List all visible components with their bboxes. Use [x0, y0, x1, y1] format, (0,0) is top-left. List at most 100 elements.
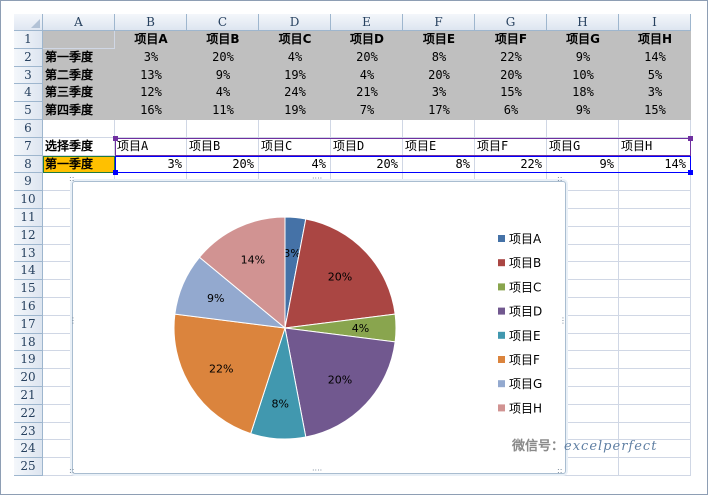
chart-resize-handle-top[interactable]: ····	[312, 174, 323, 183]
chart-value-cell[interactable]: 8%	[403, 155, 475, 174]
column-header-b[interactable]: B	[115, 14, 187, 31]
column-header-h[interactable]: H	[547, 14, 619, 31]
chart-category-cell[interactable]: 项目H	[619, 137, 691, 156]
range-resize-handle[interactable]	[113, 135, 118, 141]
grid-cell[interactable]	[547, 226, 619, 245]
legend-entry[interactable]: 项目E	[509, 329, 541, 343]
row-header-8[interactable]: 8	[14, 155, 43, 174]
grid-cell[interactable]	[619, 369, 691, 387]
table-value-cell[interactable]: 21%	[331, 84, 403, 103]
grid-cell[interactable]	[619, 173, 691, 192]
chart-resize-handle-top-right[interactable]: ::	[557, 174, 563, 183]
row-header-9[interactable]: 9	[14, 173, 43, 192]
chart-value-cell[interactable]: 4%	[259, 155, 331, 174]
row-header-2[interactable]: 2	[14, 48, 43, 67]
table-value-cell[interactable]: 5%	[619, 66, 691, 85]
row-header-17[interactable]: 17	[14, 315, 43, 334]
chart-resize-handle-left[interactable]: ⋮	[69, 316, 77, 325]
table-header-cell[interactable]: 项目H	[619, 31, 691, 49]
table-value-cell[interactable]: 8%	[403, 48, 475, 67]
chart-value-cell[interactable]: 14%	[619, 155, 691, 174]
chart-value-cell[interactable]: 22%	[475, 155, 547, 174]
table-value-cell[interactable]: 3%	[115, 48, 187, 67]
select-quarter-label[interactable]: 选择季度	[43, 137, 115, 156]
grid-cell[interactable]	[475, 120, 547, 138]
table-value-cell[interactable]: 18%	[547, 84, 619, 103]
legend-entry[interactable]: 项目C	[509, 280, 541, 294]
table-value-cell[interactable]: 9%	[547, 48, 619, 67]
row-header-6[interactable]: 6	[14, 120, 43, 138]
grid-cell[interactable]	[619, 440, 691, 459]
column-header-e[interactable]: E	[331, 14, 403, 31]
row-header-21[interactable]: 21	[14, 387, 43, 405]
legend-entry[interactable]: 项目H	[509, 401, 542, 415]
grid-cell[interactable]	[259, 120, 331, 138]
grid-cell[interactable]	[547, 173, 619, 192]
row-header-22[interactable]: 22	[14, 404, 43, 423]
grid-cell[interactable]	[547, 351, 619, 370]
grid-cell[interactable]	[43, 31, 115, 49]
range-resize-handle[interactable]	[688, 135, 693, 141]
row-header-10[interactable]: 10	[14, 191, 43, 209]
grid-cell[interactable]	[403, 120, 475, 138]
row-header-7[interactable]: 7	[14, 137, 43, 156]
legend-entry[interactable]: 项目B	[509, 256, 541, 270]
grid-cell[interactable]	[43, 120, 115, 138]
grid-cell[interactable]	[619, 244, 691, 263]
chart-category-cell[interactable]: 项目A	[115, 137, 187, 156]
grid-cell[interactable]	[115, 120, 187, 138]
table-value-cell[interactable]: 19%	[259, 66, 331, 85]
grid-cell[interactable]	[619, 351, 691, 370]
grid-cell[interactable]	[547, 298, 619, 316]
chart-resize-handle-top-left[interactable]: ::	[69, 174, 75, 183]
chart-category-cell[interactable]: 项目D	[331, 137, 403, 156]
table-value-cell[interactable]: 3%	[619, 84, 691, 103]
range-resize-handle[interactable]	[688, 170, 693, 176]
grid-cell[interactable]	[547, 440, 619, 459]
row-header-25[interactable]: 25	[14, 458, 43, 476]
grid-cell[interactable]	[547, 315, 619, 334]
row-header-3[interactable]: 3	[14, 66, 43, 85]
grid-cell[interactable]	[547, 333, 619, 352]
legend-entry[interactable]: 项目F	[509, 353, 540, 367]
table-value-cell[interactable]: 11%	[187, 102, 259, 120]
grid-cell[interactable]	[619, 120, 691, 138]
chart-resize-handle-bottom-right[interactable]: ::	[557, 466, 563, 475]
chart-value-cell[interactable]: 20%	[331, 155, 403, 174]
table-value-cell[interactable]: 22%	[475, 48, 547, 67]
row-header-13[interactable]: 13	[14, 244, 43, 263]
row-header-11[interactable]: 11	[14, 209, 43, 227]
row-header-12[interactable]: 12	[14, 226, 43, 245]
column-header-d[interactable]: D	[259, 14, 331, 31]
column-header-i[interactable]: I	[619, 14, 691, 31]
chart-value-cell[interactable]: 3%	[115, 155, 187, 174]
selected-quarter-cell[interactable]: 第一季度	[43, 155, 115, 174]
table-value-cell[interactable]: 12%	[115, 84, 187, 103]
table-header-cell[interactable]: 项目C	[259, 31, 331, 49]
row-header-14[interactable]: 14	[14, 262, 43, 281]
chart-value-cell[interactable]: 20%	[187, 155, 259, 174]
table-value-cell[interactable]: 4%	[187, 84, 259, 103]
row-header-15[interactable]: 15	[14, 280, 43, 298]
chart-resize-handle-bottom[interactable]: ····	[312, 466, 323, 475]
table-value-cell[interactable]: 13%	[115, 66, 187, 85]
column-header-c[interactable]: C	[187, 14, 259, 31]
table-value-cell[interactable]: 16%	[115, 102, 187, 120]
legend-entry[interactable]: 项目D	[509, 305, 542, 319]
chart-value-cell[interactable]: 9%	[547, 155, 619, 174]
grid-cell[interactable]	[619, 333, 691, 352]
table-value-cell[interactable]: 20%	[475, 66, 547, 85]
table-value-cell[interactable]: 7%	[331, 102, 403, 120]
grid-cell[interactable]	[547, 422, 619, 441]
grid-cell[interactable]	[619, 226, 691, 245]
row-header-19[interactable]: 19	[14, 351, 43, 370]
chart-category-cell[interactable]: 项目E	[403, 137, 475, 156]
table-value-cell[interactable]: 17%	[403, 102, 475, 120]
row-header-24[interactable]: 24	[14, 440, 43, 459]
quarter-label-cell[interactable]: 第四季度	[43, 102, 115, 120]
grid-cell[interactable]	[619, 280, 691, 298]
grid-cell[interactable]	[547, 369, 619, 387]
table-value-cell[interactable]: 4%	[259, 48, 331, 67]
grid-cell[interactable]	[331, 120, 403, 138]
grid-cell[interactable]	[619, 298, 691, 316]
